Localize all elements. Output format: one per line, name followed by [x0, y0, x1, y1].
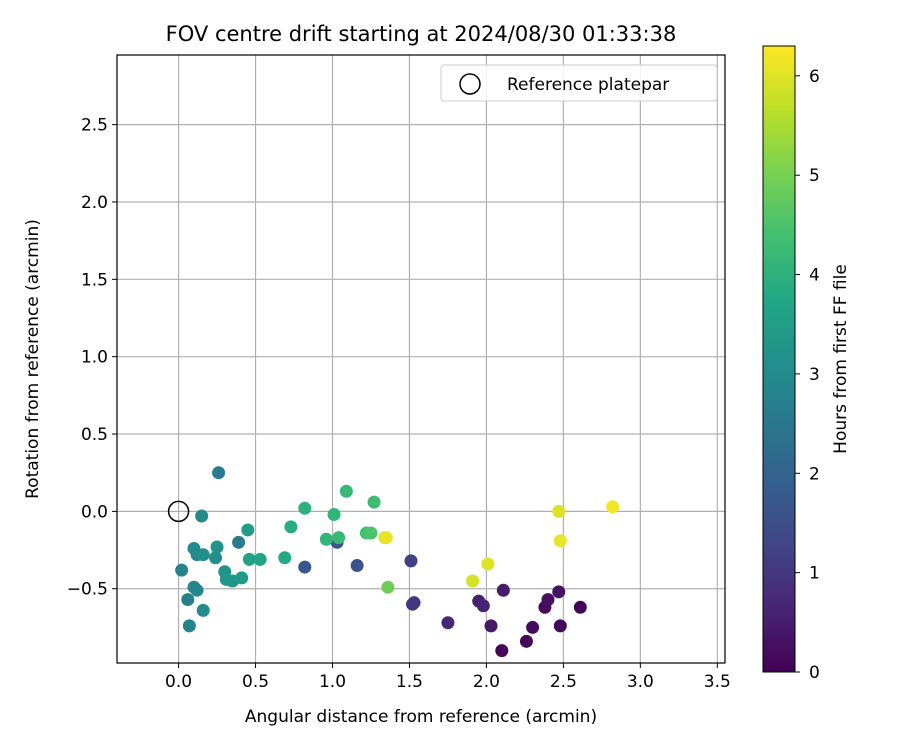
data-point	[319, 532, 333, 546]
data-point	[496, 583, 510, 597]
data-point	[481, 557, 495, 571]
x-axis-label: Angular distance from reference (arcmin)	[245, 707, 597, 727]
data-point	[381, 580, 395, 594]
colorbar-tick-label: 1	[809, 564, 820, 584]
data-point	[212, 466, 226, 480]
data-point	[364, 526, 378, 540]
legend-label-reference: Reference platepar	[507, 75, 669, 95]
legend-box	[440, 64, 718, 102]
data-points	[167, 466, 620, 658]
data-point	[407, 596, 421, 610]
data-point	[196, 548, 210, 562]
data-point	[242, 552, 256, 566]
colorbar-tick-label: 6	[809, 67, 820, 87]
plot-frame	[116, 54, 726, 664]
data-point	[190, 583, 204, 597]
x-tick-label: 1.0	[319, 672, 346, 692]
x-tick-label: 3.5	[704, 672, 731, 692]
x-tick-label: 3.0	[627, 672, 654, 692]
y-tick-label: 2.5	[81, 116, 108, 136]
colorbar-ticks: 0 1 2 3 4 5 6	[795, 67, 820, 683]
data-point	[327, 507, 341, 521]
data-point	[339, 484, 353, 498]
legend-marker-reference	[459, 73, 481, 95]
x-tick-label: 2.5	[550, 672, 577, 692]
y-axis-label: Rotation from reference (arcmin)	[23, 219, 43, 499]
colorbar-tick-label: 2	[809, 464, 820, 484]
y-tick-label: −0.5	[67, 580, 108, 600]
data-point	[181, 593, 195, 607]
data-point	[476, 599, 490, 613]
data-point	[573, 600, 587, 614]
x-tick-label: 0.5	[242, 672, 269, 692]
data-point	[196, 603, 210, 617]
colorbar-label: Hours from first FF file	[831, 264, 851, 454]
colorbar-tick-label: 0	[809, 663, 820, 683]
data-point	[404, 554, 418, 568]
colorbar-tick-label: 3	[809, 365, 820, 385]
y-tick-label: 1.0	[81, 348, 108, 368]
colorbar: 0 1 2 3 4 5 6 Hours from first FF file	[762, 45, 851, 683]
colorbar-gradient	[762, 45, 796, 673]
reference-platepar-marker	[167, 500, 190, 523]
grid	[117, 55, 725, 663]
data-point	[519, 634, 533, 648]
data-point	[606, 500, 620, 514]
legend: Reference platepar	[440, 64, 718, 102]
x-tick-label: 1.5	[396, 672, 423, 692]
data-point	[526, 620, 540, 634]
data-point	[209, 551, 223, 565]
data-point	[350, 559, 364, 573]
colorbar-tick-label: 4	[809, 266, 820, 286]
data-point	[241, 523, 255, 537]
data-point	[552, 585, 566, 599]
chart-title: FOV centre drift starting at 2024/08/30 …	[166, 22, 677, 46]
data-point	[278, 551, 292, 565]
data-point	[298, 501, 312, 515]
data-point	[332, 531, 346, 545]
y-tick-label: 0.5	[81, 425, 108, 445]
y-axis-ticks: −0.5 0.0 0.5 1.0 1.5 2.0 2.5	[67, 116, 117, 600]
data-point	[379, 531, 393, 545]
y-tick-label: 1.5	[81, 270, 108, 290]
data-point	[484, 619, 498, 633]
data-point	[235, 571, 249, 585]
y-tick-label: 0.0	[81, 502, 108, 522]
data-point	[232, 535, 246, 549]
data-point	[541, 593, 555, 607]
data-point	[553, 619, 567, 633]
data-point	[284, 520, 298, 534]
x-tick-label: 0.0	[165, 672, 192, 692]
data-point	[298, 560, 312, 574]
data-point	[210, 540, 224, 554]
data-point	[553, 534, 567, 548]
data-point	[187, 542, 201, 556]
data-point	[495, 644, 509, 658]
x-tick-label: 2.0	[473, 672, 500, 692]
data-point	[441, 616, 455, 630]
data-point	[367, 495, 381, 509]
data-point	[175, 563, 189, 577]
x-axis-ticks: 0.0 0.5 1.0 1.5 2.0 2.5 3.0 3.5	[165, 663, 731, 692]
data-point	[253, 552, 267, 566]
data-point	[195, 509, 209, 523]
colorbar-tick-label: 5	[809, 166, 820, 186]
data-point	[466, 574, 480, 588]
y-tick-label: 2.0	[81, 193, 108, 213]
data-point	[182, 619, 196, 633]
data-point	[552, 504, 566, 518]
